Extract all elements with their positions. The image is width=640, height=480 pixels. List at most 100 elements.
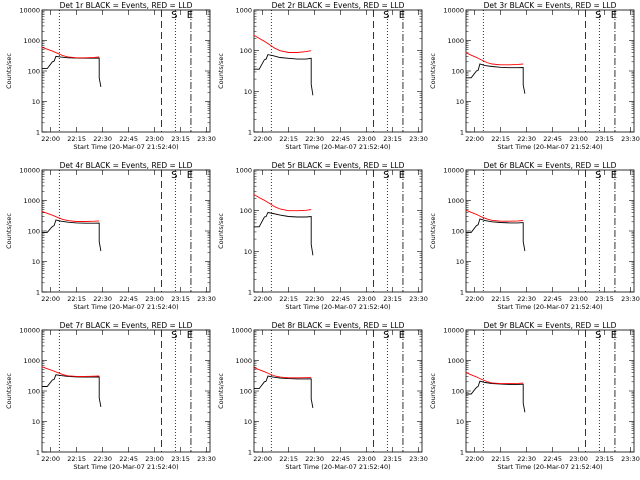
- x-axis-label: Start Time (20-Mar-07 21:52:40): [497, 303, 602, 311]
- y-tick-label: 1: [248, 129, 252, 137]
- panel-title: Det 6r BLACK = Events, RED = LLD: [484, 161, 617, 170]
- x-tick-label: 22:15: [491, 135, 510, 143]
- x-tick-label: 22:15: [67, 455, 86, 463]
- y-tick-label: 1000: [23, 197, 40, 205]
- panel-title: Det 5r BLACK = Events, RED = LLD: [272, 161, 405, 170]
- y-tick-label: 1000: [447, 357, 464, 365]
- y-tick-label: 10000: [19, 7, 40, 15]
- x-axis-label: Start Time (20-Mar-07 21:52:40): [73, 463, 178, 471]
- plot-frame: [465, 329, 635, 453]
- y-tick-label: 10: [244, 418, 252, 426]
- events-series-line: [254, 375, 314, 408]
- y-tick-label: 1: [460, 129, 464, 137]
- detector-panel: Det 1r BLACK = Events, RED = LLD 1 10 100 10…: [5, 1, 216, 151]
- y-tick-label: 1000: [447, 197, 464, 205]
- events-series-line: [466, 63, 526, 94]
- x-tick-label: 22:45: [543, 135, 562, 143]
- events-series-line: [466, 218, 526, 252]
- x-tick-label: 22:00: [41, 135, 60, 143]
- marker-label-S: S: [595, 330, 601, 341]
- detector-panel: Det 2r BLACK = Events, RED = LLD 1 10 100 10…: [217, 1, 428, 151]
- lld-series-line: [465, 372, 524, 385]
- x-tick-label: 22:45: [543, 295, 562, 303]
- x-tick-label: 22:15: [491, 295, 510, 303]
- y-tick-label: 1: [460, 289, 464, 297]
- x-tick-label: 23:15: [171, 295, 190, 303]
- x-tick-label: 23:30: [197, 455, 216, 463]
- marker-label-S: S: [383, 330, 389, 341]
- panel-title: Det 9r BLACK = Events, RED = LLD: [484, 321, 617, 330]
- x-tick-label: 22:30: [93, 135, 112, 143]
- detector-panel: Det 9r BLACK = Events, RED = LLD 1 10 100 10…: [429, 321, 640, 471]
- events-series-line: [42, 374, 102, 407]
- x-tick-label: 23:30: [621, 135, 640, 143]
- marker-label-S: S: [383, 10, 389, 21]
- y-tick-label: 1000: [235, 7, 252, 15]
- plot-frame: [253, 169, 423, 293]
- y-tick-label: 10: [244, 248, 252, 256]
- x-tick-label: 22:15: [279, 455, 298, 463]
- plot-frame: [41, 169, 211, 293]
- x-tick-label: 23:15: [171, 135, 190, 143]
- x-tick-label: 23:00: [357, 455, 376, 463]
- x-tick-label: 23:30: [621, 455, 640, 463]
- x-tick-label: 23:30: [621, 295, 640, 303]
- y-tick-label: 10000: [19, 167, 40, 175]
- x-tick-label: 23:30: [409, 295, 428, 303]
- lld-series-line: [41, 210, 100, 222]
- marker-label-E: E: [399, 10, 405, 21]
- y-tick-label: 10: [244, 88, 252, 96]
- lld-series-line: [465, 52, 524, 66]
- x-tick-label: 22:15: [279, 135, 298, 143]
- x-tick-label: 22:30: [93, 455, 112, 463]
- y-tick-label: 10000: [231, 327, 252, 335]
- x-tick-label: 22:30: [517, 295, 536, 303]
- x-tick-label: 22:15: [491, 455, 510, 463]
- y-axis-label: Counts/sec: [429, 373, 437, 409]
- plot-frame: [465, 169, 635, 293]
- x-tick-label: 23:15: [595, 455, 614, 463]
- marker-label-S: S: [171, 330, 177, 341]
- detector-panel: Det 7r BLACK = Events, RED = LLD 1 10 100 10…: [5, 321, 216, 471]
- detector-panel: Det 6r BLACK = Events, RED = LLD 1 10 100 10…: [429, 161, 640, 311]
- marker-label-S: S: [383, 170, 389, 181]
- y-tick-label: 100: [240, 47, 252, 55]
- y-tick-label: 100: [28, 228, 40, 236]
- x-tick-label: 22:00: [41, 295, 60, 303]
- panel-title: Det 1r BLACK = Events, RED = LLD: [60, 1, 193, 10]
- x-tick-label: 22:30: [93, 295, 112, 303]
- x-tick-label: 22:30: [305, 455, 324, 463]
- y-tick-label: 10000: [443, 7, 464, 15]
- marker-label-S: S: [595, 170, 601, 181]
- panel-title: Det 3r BLACK = Events, RED = LLD: [484, 1, 617, 10]
- x-axis-label: Start Time (20-Mar-07 21:52:40): [73, 143, 178, 151]
- y-tick-label: 100: [452, 228, 464, 236]
- lld-series-line: [253, 194, 312, 212]
- plot-frame: [465, 9, 635, 133]
- y-tick-label: 1000: [235, 357, 252, 365]
- lld-series-line: [41, 366, 100, 377]
- y-axis-label: Counts/sec: [217, 213, 225, 249]
- marker-label-S: S: [171, 170, 177, 181]
- x-tick-label: 22:00: [465, 135, 484, 143]
- y-tick-label: 10000: [19, 327, 40, 335]
- y-tick-label: 10: [32, 98, 40, 106]
- marker-label-E: E: [611, 330, 617, 341]
- x-tick-label: 22:30: [305, 135, 324, 143]
- x-tick-label: 22:45: [543, 455, 562, 463]
- x-tick-label: 23:00: [145, 295, 164, 303]
- y-tick-label: 10000: [443, 327, 464, 335]
- x-tick-label: 23:00: [145, 455, 164, 463]
- y-tick-label: 1000: [447, 37, 464, 45]
- y-axis-label: Counts/sec: [429, 53, 437, 89]
- y-axis-label: Counts/sec: [217, 373, 225, 409]
- x-tick-label: 22:00: [41, 455, 60, 463]
- x-tick-label: 23:30: [409, 135, 428, 143]
- y-tick-label: 100: [28, 68, 40, 76]
- x-tick-label: 22:30: [305, 295, 324, 303]
- x-axis-label: Start Time (20-Mar-07 21:52:40): [497, 143, 602, 151]
- x-tick-label: 23:30: [197, 295, 216, 303]
- x-axis-label: Start Time (20-Mar-07 21:52:40): [497, 463, 602, 471]
- events-series-line: [42, 55, 102, 87]
- marker-label-S: S: [171, 10, 177, 21]
